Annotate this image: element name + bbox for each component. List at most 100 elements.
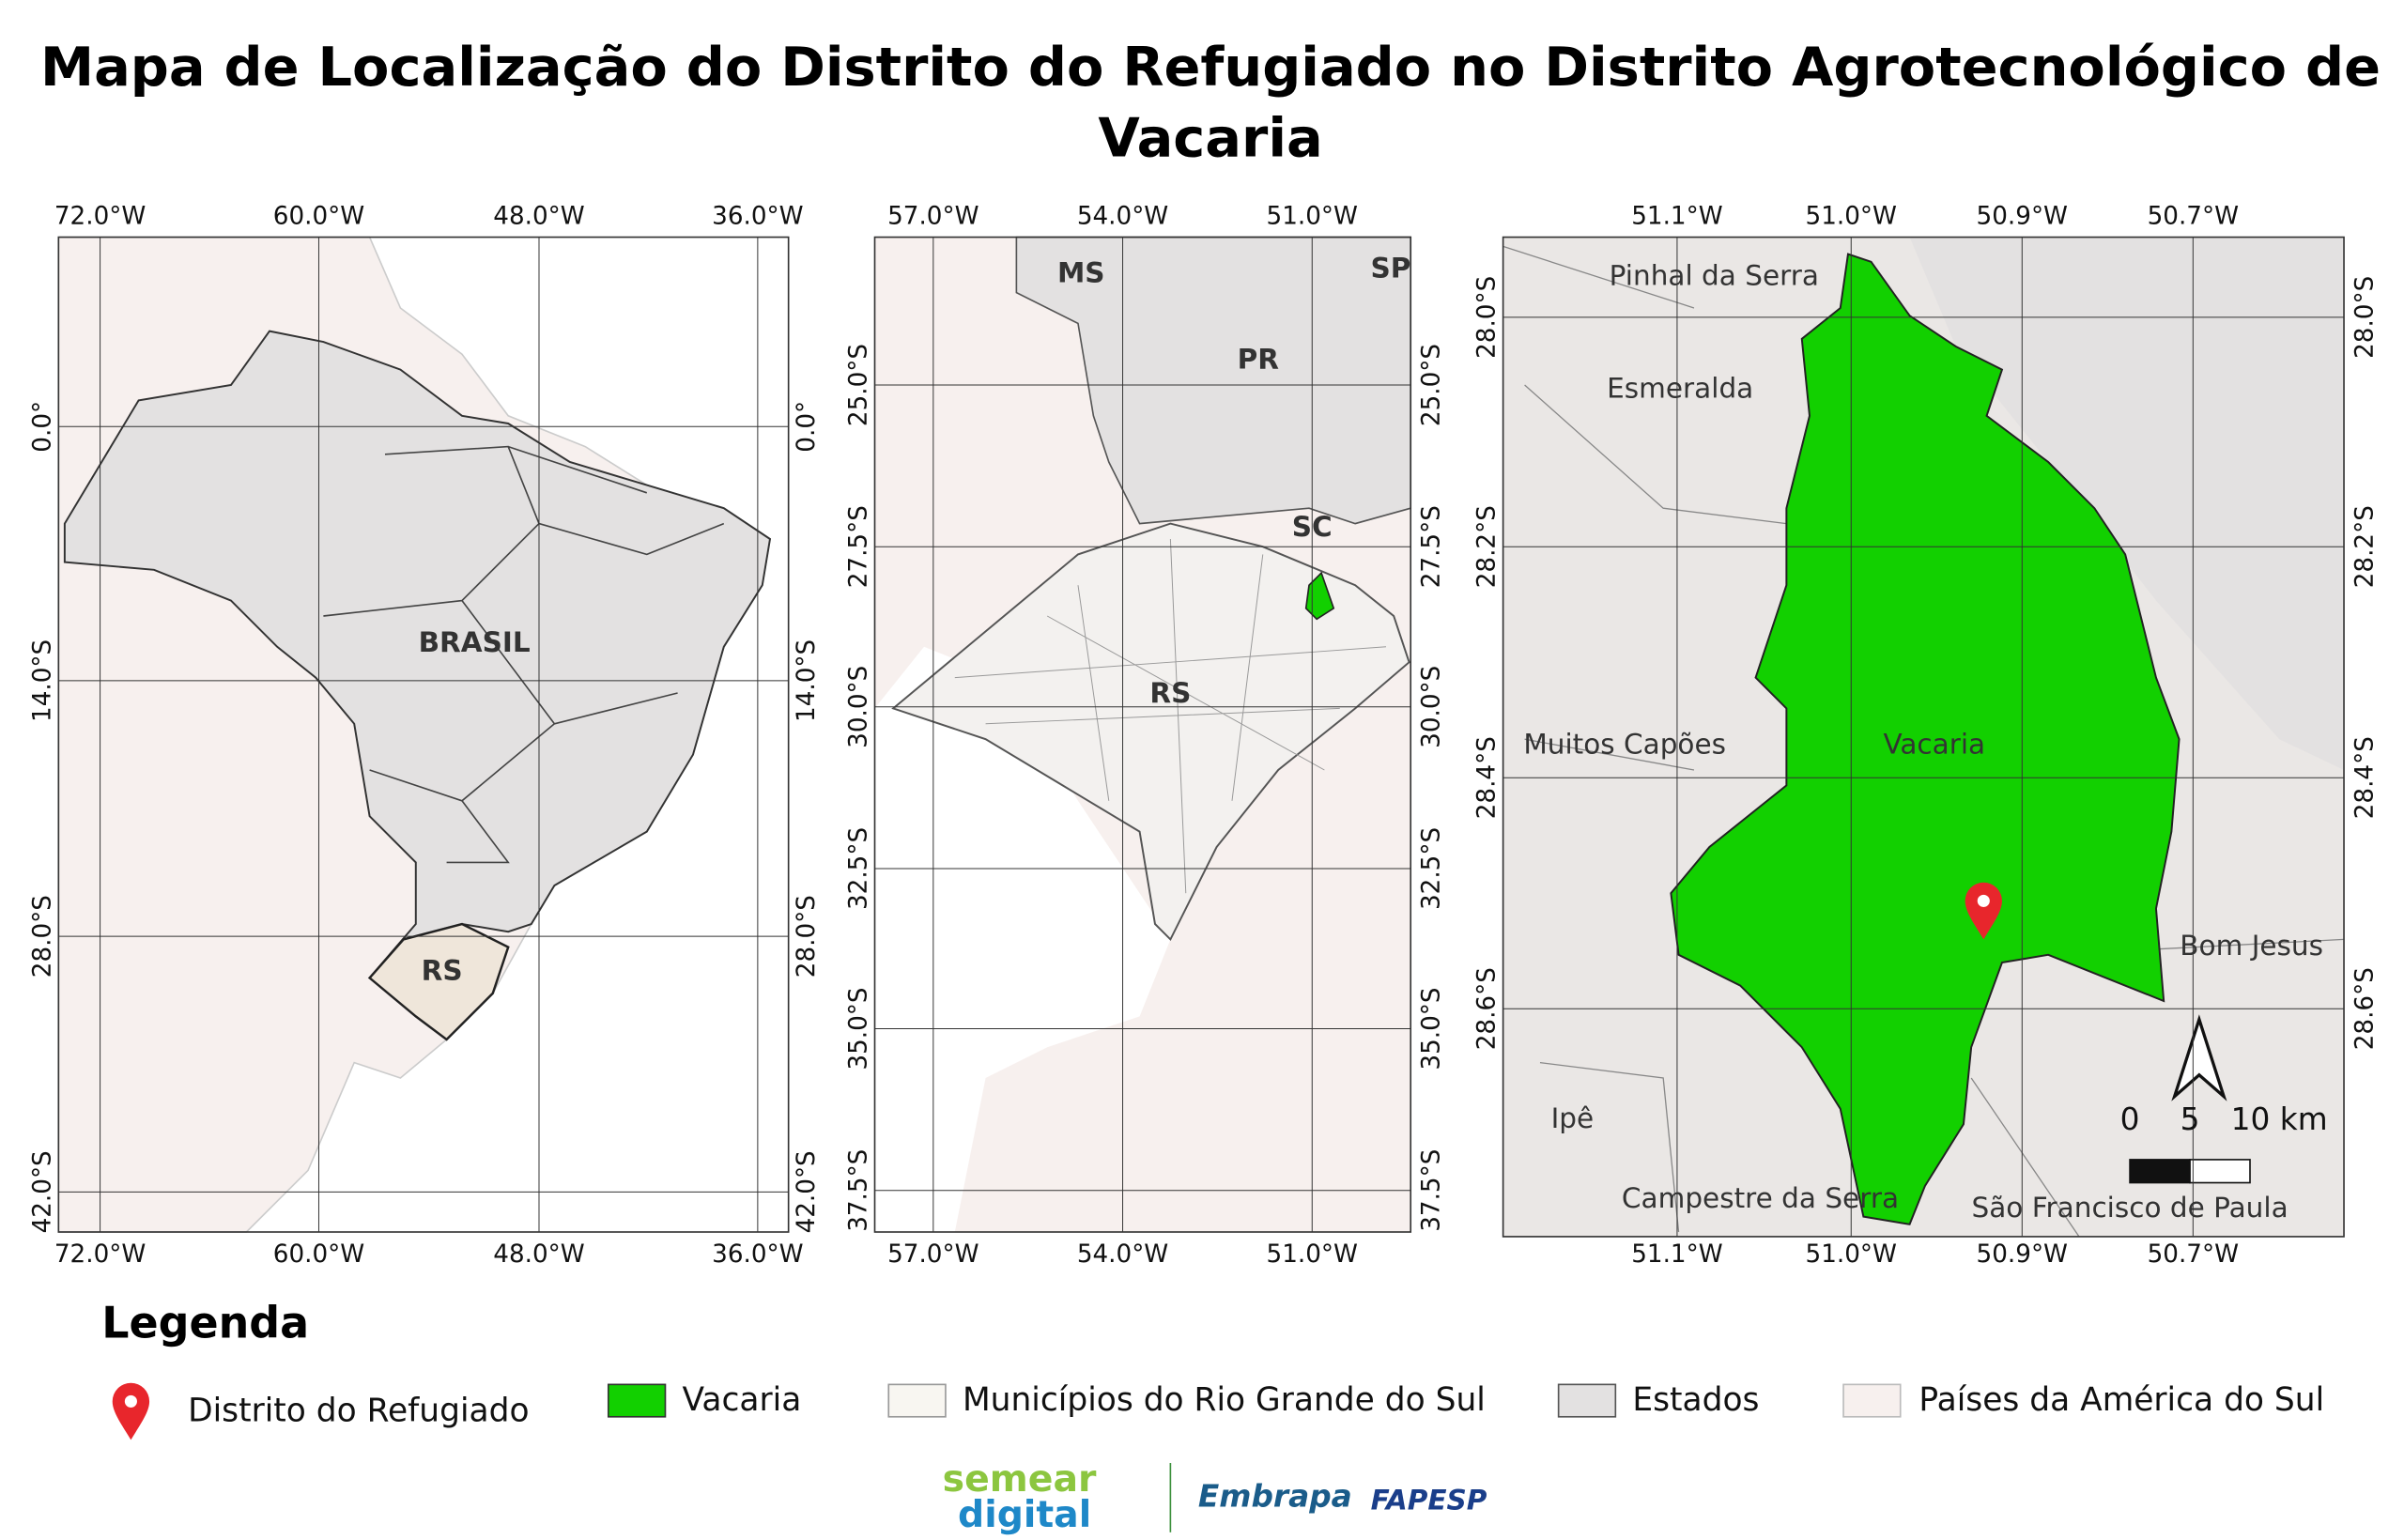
x-tick-label: 60.0°W: [273, 1240, 364, 1269]
title: Vacaria: [1098, 106, 1322, 169]
frame: [57, 236, 790, 1233]
x-tick-label: 72.0°W: [54, 1240, 146, 1269]
y-tick-label: 27.5°S: [1418, 505, 1446, 588]
y-tick-label: 28.2°S: [2351, 505, 2380, 588]
x-tick-label: 51.1°W: [1631, 1240, 1722, 1269]
x-tick-label: 48.0°W: [493, 203, 584, 231]
y-tick-label: 32.5°S: [1418, 827, 1446, 910]
legend-label: Vacaria: [683, 1381, 802, 1419]
place-label: PR: [1238, 343, 1280, 375]
scale-bar: [2189, 1159, 2251, 1184]
ocean: [874, 646, 1171, 1232]
y-tick-label: 28.0°S: [793, 895, 821, 978]
place-label: Esmeralda: [1607, 372, 1753, 404]
legend-label: Distrito do Refugiado: [188, 1392, 529, 1429]
frame: [1502, 236, 2345, 1238]
y-tick-label: 28.2°S: [1473, 505, 1502, 588]
x-tick-label: 48.0°W: [493, 1240, 584, 1269]
legend-pin-dot: [124, 1394, 137, 1408]
place-label: Vacaria: [1883, 728, 1985, 760]
rs-municipalities: [891, 522, 1410, 942]
place-label: RS: [422, 954, 463, 986]
x-tick-label: 51.0°W: [1806, 203, 1897, 231]
y-tick-label: 28.0°S: [2351, 276, 2380, 359]
x-tick-label: 51.0°W: [1806, 1240, 1897, 1269]
y-tick-label: 0.0°: [28, 401, 56, 453]
logo-semear: semear: [943, 1457, 1097, 1501]
y-tick-label: 27.5°S: [845, 505, 873, 588]
x-tick-label: 54.0°W: [1077, 203, 1168, 231]
place-label: Campestre da Serra: [1622, 1182, 1899, 1214]
sc: [1909, 237, 2345, 770]
legend-label: Estados: [1632, 1381, 1759, 1419]
y-tick-label: 0.0°: [793, 401, 821, 453]
x-tick-label: 57.0°W: [887, 1240, 979, 1269]
y-tick-label: 28.0°S: [28, 895, 56, 978]
place-label: SP: [1370, 252, 1410, 284]
place-label: Ipê: [1551, 1102, 1595, 1134]
x-tick-label: 36.0°W: [712, 203, 803, 231]
scale-label: 5: [2181, 1101, 2200, 1137]
x-tick-label: 51.0°W: [1267, 203, 1358, 231]
map-vacaria: [1502, 236, 2345, 1238]
y-tick-label: 28.0°S: [1473, 276, 1502, 359]
scale-bar: [2129, 1159, 2191, 1184]
y-tick-label: 14.0°S: [28, 639, 56, 722]
y-tick-label: 28.6°S: [1473, 967, 1502, 1050]
y-tick-label: 42.0°S: [28, 1150, 56, 1233]
frame: [873, 236, 1412, 1233]
y-tick-label: 35.0°S: [1418, 987, 1446, 1070]
logo-fapesp: FAPESP: [1371, 1484, 1487, 1516]
y-tick-label: 14.0°S: [793, 639, 821, 722]
legend-swatch: [1842, 1383, 1902, 1418]
y-tick-label: 28.6°S: [2351, 967, 2380, 1050]
map-brazil: [57, 236, 790, 1233]
vacaria: [1670, 253, 2181, 1225]
refugiado-marker: [1965, 882, 2002, 940]
legend-label: Municípios do Rio Grande do Sul: [963, 1381, 1486, 1419]
y-tick-label: 37.5°S: [1418, 1149, 1446, 1232]
title: Mapa de Localização do Distrito do Refug…: [40, 36, 2381, 99]
vacaria-small: [1304, 571, 1335, 621]
place-label: RS: [1149, 677, 1191, 709]
place-label: São Francisco de Paula: [1972, 1192, 2288, 1224]
x-tick-label: 50.7°W: [2148, 203, 2239, 231]
borders: [1502, 245, 2345, 1238]
x-tick-label: 36.0°W: [712, 1240, 803, 1269]
legend-swatch: [1557, 1383, 1617, 1418]
y-tick-label: 32.5°S: [845, 827, 873, 910]
x-tick-label: 50.7°W: [2148, 1240, 2239, 1269]
map-rs: [873, 236, 1412, 1233]
municipality-borders: [954, 538, 1387, 894]
scale-label: 0: [2120, 1101, 2140, 1137]
place-label: Bom Jesus: [2180, 930, 2323, 962]
legend-title: Legenda: [101, 1298, 309, 1348]
place-label: SC: [1292, 511, 1333, 543]
brazil: [63, 330, 772, 979]
place-label: BRASIL: [419, 626, 531, 658]
y-tick-label: 25.0°S: [845, 344, 873, 426]
place-label: Pinhal da Serra: [1610, 260, 1819, 292]
legend-swatch: [887, 1383, 947, 1418]
y-tick-label: 28.4°S: [2351, 736, 2380, 819]
y-tick-label: 42.0°S: [793, 1150, 821, 1233]
y-tick-label: 30.0°S: [845, 666, 873, 748]
place-label: Muitos Capões: [1523, 728, 1726, 760]
y-tick-label: 25.0°S: [1418, 344, 1446, 426]
x-tick-label: 50.9°W: [1977, 1240, 2068, 1269]
legend-label: Países da América do Sul: [1919, 1381, 2324, 1419]
x-tick-label: 57.0°W: [887, 203, 979, 231]
legend-pin: [112, 1382, 150, 1440]
scale-label: 10 km: [2231, 1101, 2328, 1137]
logo-embrapa: Embrapa: [1198, 1479, 1352, 1515]
place-label: MS: [1057, 256, 1105, 288]
y-tick-label: 35.0°S: [845, 987, 873, 1070]
y-tick-label: 28.4°S: [1473, 736, 1502, 819]
x-tick-label: 60.0°W: [273, 203, 364, 231]
y-tick-label: 37.5°S: [845, 1149, 873, 1232]
rs: [367, 922, 510, 1041]
x-tick-label: 54.0°W: [1077, 1240, 1168, 1269]
x-tick-label: 72.0°W: [54, 203, 146, 231]
